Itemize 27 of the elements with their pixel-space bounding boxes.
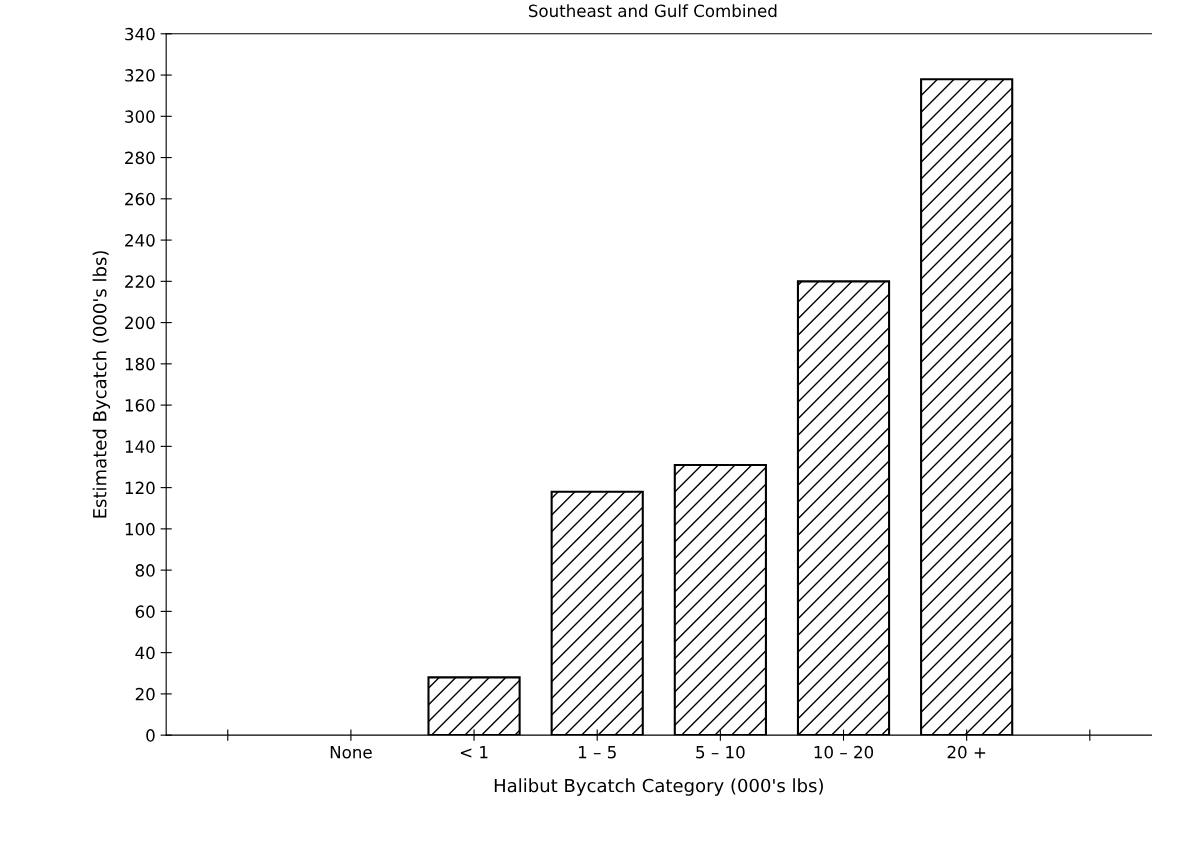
y-tick-label: 340	[125, 27, 155, 41]
y-tick-label: 0	[146, 729, 155, 742]
y-tick-label: 120	[125, 481, 155, 495]
x-tick-label: 1 – 5	[578, 746, 616, 759]
y-tick-label: 80	[135, 564, 155, 577]
chart-title: Southeast and Gulf Combined	[528, 4, 777, 18]
y-tick-label: 220	[125, 275, 155, 288]
y-tick-label: 160	[125, 399, 155, 412]
y-tick-label: 180	[125, 357, 155, 371]
y-tick-label: 60	[135, 605, 155, 618]
x-tick-label: None	[330, 746, 372, 759]
y-tick-label: 300	[125, 110, 155, 123]
y-tick-label: 280	[125, 151, 155, 165]
y-tick-label: 320	[125, 69, 155, 82]
x-tick-label: 5 – 10	[696, 745, 745, 759]
y-tick-label: 40	[135, 646, 155, 660]
x-tick-label: 20 +	[947, 745, 986, 759]
y-tick-label: 100	[125, 522, 155, 536]
x-tick-label: 10 – 20	[814, 745, 874, 759]
x-tick-label: < 1	[460, 746, 488, 759]
y-axis-title: Estimated Bycatch (000's lbs)	[92, 251, 111, 518]
y-tick-label: 140	[125, 440, 155, 453]
y-tick-label: 20	[135, 687, 155, 701]
y-tick-label: 260	[125, 192, 155, 206]
y-tick-label: 240	[125, 234, 155, 247]
y-tick-label: 200	[125, 316, 155, 330]
x-axis-title: Halibut Bycatch Category (000's lbs)	[494, 778, 823, 796]
